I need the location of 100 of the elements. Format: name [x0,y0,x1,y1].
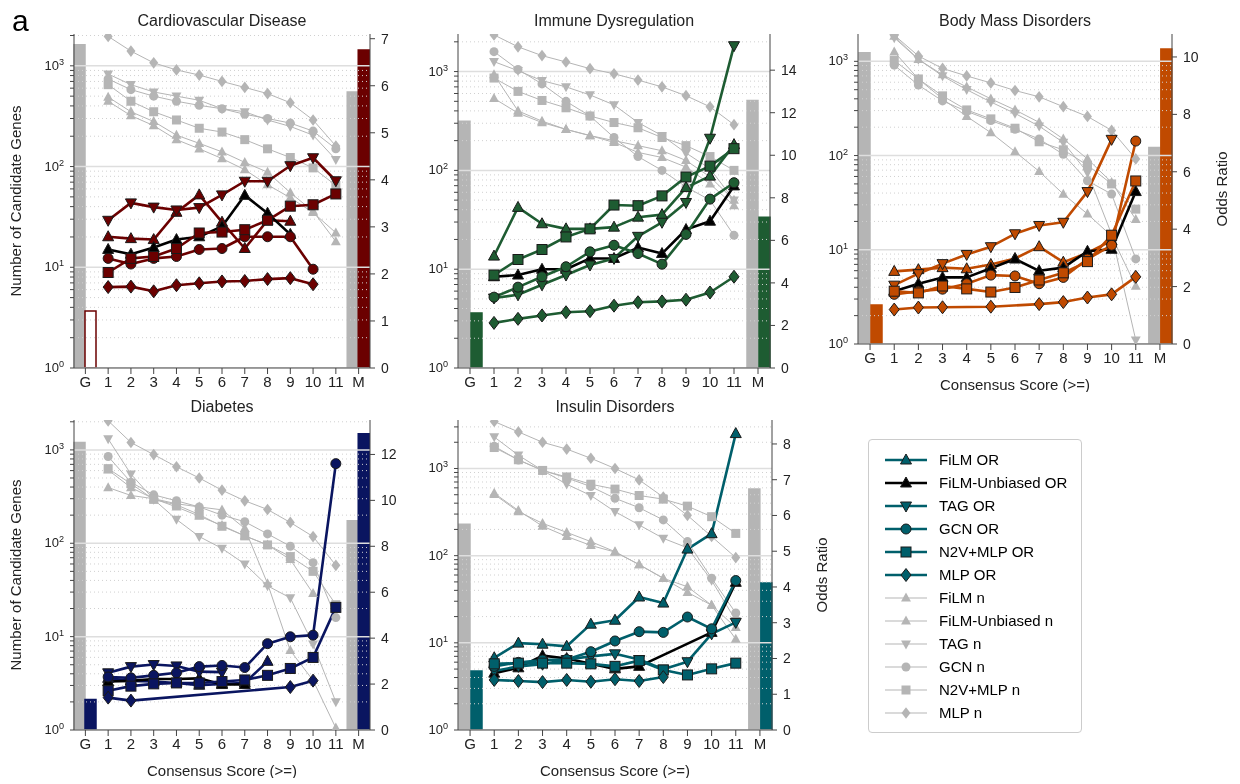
x-tick-label: 6 [610,734,620,752]
x-tick-label: G [864,348,876,366]
y2-tick-label: 10 [781,147,797,164]
legend-label: FiLM-Unbiased n [939,612,1054,629]
y-tick-label: 10$^{1}$ [428,260,448,277]
y-tick-label: 10$^{3}$ [44,440,64,457]
y2-tick-label: 0 [781,360,789,376]
y-tick-label: 10$^{1}$ [428,633,448,650]
y2-tick-label: 12 [781,104,797,121]
chart-title: Immune Dysregulation [532,12,696,30]
y2-tick-label: 4 [381,171,389,188]
y2-axis-title: Odds Ratio [1213,151,1231,227]
x-tick-label: 1 [490,734,499,752]
y2-tick-label: 2 [1183,278,1191,295]
x-tick-label: G [79,372,92,390]
y-tick-label: 10$^{1}$ [44,258,64,275]
legend-label: N2V+MLP n [939,681,1021,698]
y-tick-label: 10$^{2}$ [828,146,848,163]
y2-tick-label: 10 [1183,48,1199,65]
x-tick-label: 3 [149,372,158,390]
x-tick-label: 8 [1059,348,1068,366]
y-tick-label: 10$^{3}$ [428,62,448,79]
y2-tick-label: 6 [381,584,389,601]
x-tick-label: 6 [1010,348,1020,366]
x-tick-label: 9 [1083,348,1092,366]
y-tick-label: 10$^{3}$ [428,459,448,476]
x-tick-label: M [753,734,767,752]
y2-tick-label: 2 [381,265,389,282]
y-tick-label: 10$^{2}$ [428,546,448,563]
x-tick-label: G [464,372,476,390]
x-tick-label: 5 [986,348,996,366]
x-tick-label: 5 [195,734,204,752]
legend-label: N2V+MLP OR [939,543,1035,560]
y-tick-label: 10$^{0}$ [44,359,64,375]
y2-tick-label: 4 [381,630,389,647]
x-tick-label: 8 [659,734,668,752]
y-tick-label: 10$^{0}$ [828,335,848,351]
y2-tick-label: 8 [381,538,389,555]
x-tick-label: G [79,734,92,752]
x-tick-label: 11 [727,734,744,752]
y-tick-label: 10$^{3}$ [44,56,64,73]
x-tick-label: 4 [562,734,571,752]
x-tick-label: 10 [1103,348,1120,366]
y2-axis-title: Odds Ratio [813,537,831,613]
x-tick-label: M [1153,348,1167,366]
x-tick-label: 2 [126,734,136,752]
y2-tick-label: 7 [381,30,389,47]
y2-tick-label: 2 [781,317,789,334]
y2-tick-label: 2 [381,676,389,693]
y2-tick-label: 6 [781,232,789,249]
chart-title: Insulin Disorders [554,398,676,416]
x-tick-label: 1 [103,372,113,390]
x-tick-label: 8 [263,734,272,752]
x-tick-label: 10 [701,372,719,390]
y2-tick-label: 3 [783,614,791,631]
x-tick-label: 4 [172,372,181,390]
x-tick-label: 3 [938,348,947,366]
y2-tick-label: 0 [381,360,389,376]
x-tick-label: 7 [633,372,643,390]
y-tick-label: 10$^{2}$ [428,161,448,178]
x-tick-label: 2 [514,734,523,752]
y2-tick-label: 0 [783,722,791,738]
y2-tick-label: 8 [783,435,791,452]
y-axis-title: Number of Candidate Genes [7,479,25,671]
x-tick-label: 4 [561,372,571,390]
y2-tick-label: 4 [781,274,789,291]
x-tick-label: 8 [657,372,667,390]
x-tick-label: M [352,734,365,752]
y-tick-label: 10$^{0}$ [428,359,448,375]
x-tick-label: M [751,372,765,390]
y-tick-label: 10$^{0}$ [428,721,448,737]
legend-label: MLP n [939,704,983,721]
y2-tick-label: 1 [381,312,389,329]
x-tick-label: 9 [286,372,295,390]
x-tick-label: 3 [149,734,158,752]
legend-label: TAG n [939,635,982,652]
x-tick-label: 7 [1034,348,1044,366]
x-tick-label: 10 [304,372,322,390]
y-tick-label: 10$^{0}$ [44,721,64,737]
y2-tick-label: 4 [783,578,791,595]
y2-tick-label: 14 [781,62,797,79]
y-tick-label: 10$^{1}$ [828,240,848,257]
y2-tick-label: 2 [783,650,791,667]
chart-title: Cardiovascular Disease [136,12,308,30]
y-tick-label: 10$^{3}$ [828,52,848,69]
x-tick-label: 2 [126,372,136,390]
y2-tick-label: 8 [1183,106,1191,123]
y2-tick-label: 0 [1183,336,1191,352]
y2-tick-label: 5 [381,124,389,141]
x-tick-label: 1 [103,734,113,752]
x-tick-label: 3 [538,734,547,752]
y2-tick-label: 12 [381,446,397,463]
legend-label: FiLM OR [939,451,999,468]
chart-title: Body Mass Disorders [937,12,1092,30]
x-tick-label: 11 [328,734,344,752]
y-tick-label: 10$^{2}$ [44,534,64,551]
y2-tick-label: 7 [783,471,791,488]
x-tick-label: 5 [586,734,596,752]
y2-tick-label: 0 [381,722,389,738]
legend-label: FiLM n [939,589,985,606]
